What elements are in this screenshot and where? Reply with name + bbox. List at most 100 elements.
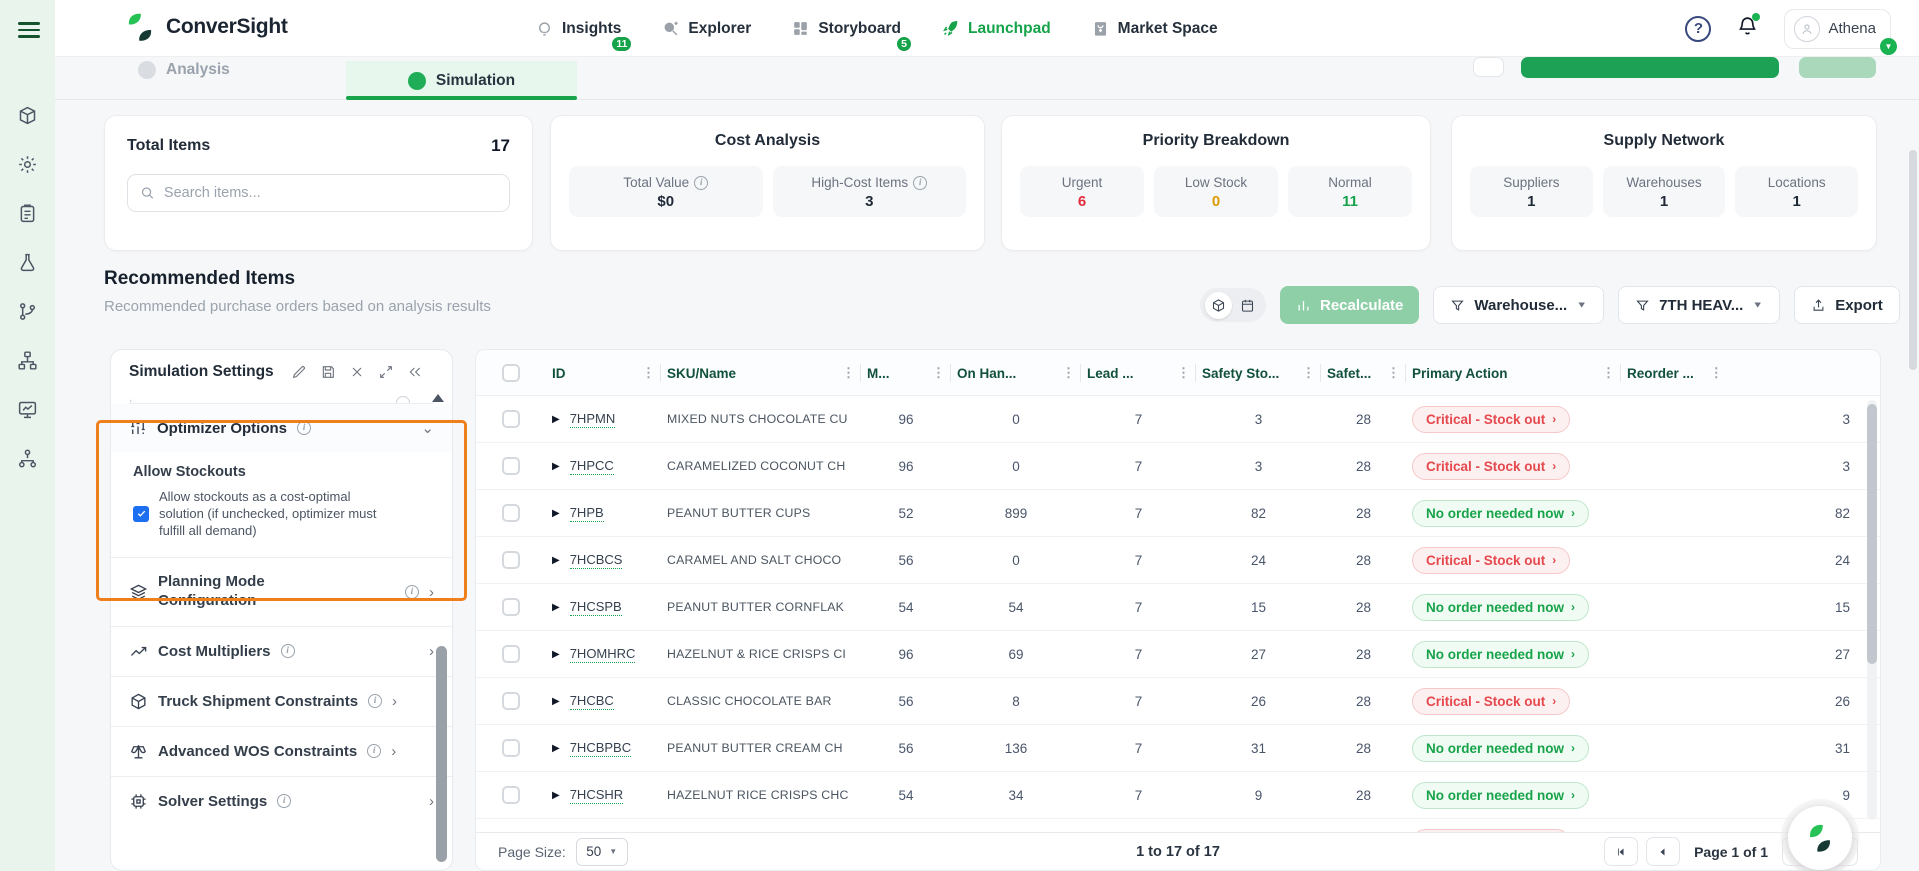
page-size-select[interactable]: 50 ▼ <box>575 837 628 866</box>
close-icon[interactable] <box>349 364 365 380</box>
column-menu-icon[interactable]: ⋮ <box>1177 365 1190 380</box>
primary-action-badge[interactable]: No order needed now › <box>1412 593 1590 621</box>
item-id-link[interactable]: 7HPMN <box>569 410 616 428</box>
info-icon[interactable]: i <box>913 175 928 190</box>
setting-cost-multipliers[interactable]: Cost Multipliers i › <box>111 625 452 676</box>
table-row[interactable]: ▶ 7HCBPBC PEANUT BUTTER CREAM CH 56 136 … <box>476 725 1880 772</box>
item-id-link[interactable]: 7HPB <box>569 504 604 522</box>
column-menu-icon[interactable]: ⋮ <box>1602 365 1615 380</box>
search-items-input[interactable] <box>163 185 497 201</box>
row-expander-icon[interactable]: ▶ <box>552 648 560 660</box>
row-checkbox[interactable] <box>502 645 520 663</box>
column-menu-icon[interactable]: ⋮ <box>842 365 855 380</box>
primary-action-badge[interactable]: Critical - Stock out› <box>1412 687 1571 715</box>
info-icon[interactable]: i <box>277 794 292 809</box>
expand-icon[interactable] <box>378 364 394 380</box>
lab-flask-icon[interactable] <box>17 252 38 273</box>
settings-gear-icon[interactable] <box>17 154 38 175</box>
nav-launchpad[interactable]: Launchpad <box>941 19 1051 38</box>
panel-scrollbar[interactable] <box>436 646 447 862</box>
table-row[interactable]: ▶ 7HCSHR HAZELNUT RICE CRISPS CHC 54 34 … <box>476 772 1880 819</box>
page-scrollbar[interactable] <box>1909 150 1917 370</box>
setting-solver[interactable]: Solver Settings i › <box>111 775 452 826</box>
item-id-link[interactable]: 7HCSHR <box>569 786 624 804</box>
item-id-link[interactable]: 7HPCC <box>569 457 614 475</box>
user-menu[interactable]: Athena ▼ <box>1784 8 1897 55</box>
select-all-checkbox[interactable] <box>502 364 520 382</box>
item-id-link[interactable]: 7HCBPBC <box>569 739 632 757</box>
info-icon[interactable]: i <box>367 744 382 759</box>
primary-action-badge[interactable]: No order needed now › <box>1412 640 1590 668</box>
nav-explorer[interactable]: Explorer <box>661 19 751 38</box>
athena-chat-bubble[interactable] <box>1788 806 1852 870</box>
partial-primary-button[interactable] <box>1521 57 1779 78</box>
nav-insights[interactable]: Insights 11 <box>535 19 634 53</box>
nav-market-space[interactable]: Market Space <box>1091 19 1218 38</box>
export-button[interactable]: Export <box>1794 286 1900 324</box>
row-expander-icon[interactable]: ▶ <box>552 554 560 566</box>
info-icon[interactable]: i <box>280 644 295 659</box>
help-icon[interactable]: ? <box>1685 15 1712 42</box>
save-icon[interactable] <box>320 364 336 380</box>
optimizer-options-header[interactable]: Optimizer Options i ⌄ <box>111 404 452 452</box>
org-chart-icon[interactable] <box>17 448 38 469</box>
prev-page-button[interactable] <box>1646 837 1681 866</box>
primary-action-badge[interactable]: Critical - Stock out› <box>1412 546 1571 574</box>
row-checkbox[interactable] <box>502 410 520 428</box>
column-menu-icon[interactable]: ⋮ <box>1302 365 1315 380</box>
partial-icon-button[interactable] <box>1473 57 1504 77</box>
item-id-link[interactable]: 7HOMHRC <box>569 645 636 663</box>
setting-planning-mode[interactable]: Planning Mode Configuration i › <box>111 557 452 626</box>
tab-analysis[interactable]: Analysis <box>138 61 230 79</box>
item-id-link[interactable]: 7HCBC <box>569 692 614 710</box>
row-checkbox[interactable] <box>502 504 520 522</box>
row-expander-icon[interactable]: ▶ <box>552 507 560 519</box>
table-row[interactable]: ▶ 7HPMN MIXED NUTS CHOCOLATE CU 96 0 7 3… <box>476 396 1880 443</box>
info-icon[interactable]: i <box>297 421 312 435</box>
row-checkbox[interactable] <box>502 551 520 569</box>
row-checkbox[interactable] <box>502 786 520 804</box>
primary-action-badge[interactable]: No order needed now › <box>1412 734 1590 762</box>
table-row[interactable]: ▶ 7HCBC CLASSIC CHOCOLATE BAR 56 8 7 26 … <box>476 678 1880 725</box>
partial-secondary-button[interactable] <box>1799 57 1876 78</box>
item-id-link[interactable]: 7HCSPB <box>569 598 622 616</box>
notifications-bell-icon[interactable] <box>1737 13 1761 42</box>
row-expander-icon[interactable]: ▶ <box>552 742 560 754</box>
item-filter-dropdown[interactable]: 7TH HEAV... ▼ <box>1618 286 1781 324</box>
table-scrollbar-thumb[interactable] <box>1867 404 1877 664</box>
row-checkbox[interactable] <box>502 457 520 475</box>
form-clipboard-icon[interactable] <box>17 203 38 224</box>
item-id-link[interactable]: 7HCBCS <box>569 551 623 569</box>
column-menu-icon[interactable]: ⋮ <box>932 365 945 380</box>
first-page-button[interactable] <box>1604 837 1639 866</box>
primary-action-badge[interactable]: Critical - Stock out› <box>1412 452 1571 480</box>
column-menu-icon[interactable]: ⋮ <box>1387 365 1400 380</box>
table-row[interactable]: ▶ 7HCBCS CARAMEL AND SALT CHOCO 56 0 7 2… <box>476 537 1880 584</box>
setting-advanced-wos[interactable]: Advanced WOS Constraints i › <box>111 725 452 776</box>
table-row[interactable]: ▶ 7HPB PEANUT BUTTER CUPS 52 899 7 82 28… <box>476 490 1880 537</box>
recalculate-button[interactable]: Recalculate <box>1280 286 1420 324</box>
allow-stockouts-checkbox[interactable] <box>133 505 149 522</box>
row-expander-icon[interactable]: ▶ <box>552 789 560 801</box>
column-menu-icon[interactable]: ⋮ <box>1709 365 1723 380</box>
info-icon[interactable]: i <box>694 175 709 190</box>
row-expander-icon[interactable]: ▶ <box>552 695 560 707</box>
calendar-view-toggle[interactable] <box>1234 292 1261 319</box>
info-icon[interactable]: i <box>368 694 383 709</box>
edit-pencil-icon[interactable] <box>291 364 307 380</box>
dashboard-monitor-icon[interactable] <box>17 399 38 420</box>
hamburger-menu-icon[interactable] <box>18 22 40 38</box>
table-row[interactable]: ▶ 7HPCC CARAMELIZED COCONUT CH 96 0 7 3 … <box>476 443 1880 490</box>
git-branch-icon[interactable] <box>17 301 38 322</box>
column-menu-icon[interactable]: ⋮ <box>642 365 655 380</box>
hierarchy-icon[interactable] <box>17 350 38 371</box>
collapse-panel-icon[interactable] <box>407 364 423 380</box>
item-search[interactable] <box>127 174 510 212</box>
row-expander-icon[interactable]: ▶ <box>552 601 560 613</box>
cube-view-toggle[interactable] <box>1205 291 1232 319</box>
warehouse-filter-dropdown[interactable]: Warehouse... ▼ <box>1433 286 1605 324</box>
row-expander-icon[interactable]: ▶ <box>552 460 560 472</box>
row-checkbox[interactable] <box>502 692 520 710</box>
primary-action-badge[interactable]: No order needed now › <box>1412 499 1590 527</box>
panel-scroll-up-arrow[interactable] <box>432 394 444 402</box>
